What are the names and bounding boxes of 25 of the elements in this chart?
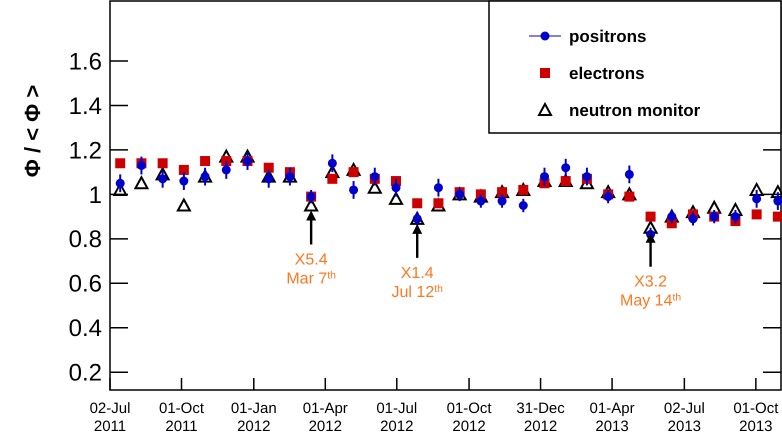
x-tick-label: 31-Dec 2012 bbox=[516, 400, 566, 435]
x-tick-label: 02-Jul 2011 bbox=[90, 400, 130, 435]
y-tick-label: 0.8 bbox=[68, 226, 102, 254]
legend-label: neutron monitor bbox=[569, 100, 701, 120]
y-tick-label: 1.6 bbox=[68, 48, 102, 76]
x-tick-label: 01-Oct 2013 bbox=[733, 400, 780, 435]
y-tick-label: 0.6 bbox=[68, 270, 102, 298]
x-tick-label: 02-Jul 2013 bbox=[664, 400, 705, 435]
x-tick-label: 01-Jul 2012 bbox=[376, 400, 418, 435]
legend-label: electrons bbox=[569, 64, 645, 83]
x-tick-label: 01-Oct 2011 bbox=[158, 400, 205, 435]
x-tick-label: 01-Apr 2013 bbox=[590, 400, 635, 435]
y-tick-label: 1 bbox=[88, 182, 102, 209]
y-tick-label: 1.2 bbox=[68, 137, 102, 164]
y-tick-label: 0.4 bbox=[68, 315, 102, 342]
x-tick-label: 01-Oct 2012 bbox=[446, 400, 492, 435]
legend-label: positrons bbox=[569, 26, 646, 46]
y-tick-label: 0.2 bbox=[68, 360, 102, 387]
annotation: X3.2 May 14$^{th}$ bbox=[620, 274, 682, 310]
x-tick-label: 01-Jan 2012 bbox=[230, 400, 277, 435]
annotation: X5.4 Mar 7$^{th}$ bbox=[286, 252, 336, 288]
x-tick-label: 01-Apr 2012 bbox=[302, 400, 348, 435]
y-axis-title: Φ / < Φ > bbox=[20, 84, 45, 178]
annotation: X1.4 Jul 12$^{th}$ bbox=[392, 264, 444, 301]
y-tick-label: 1.4 bbox=[68, 92, 102, 120]
